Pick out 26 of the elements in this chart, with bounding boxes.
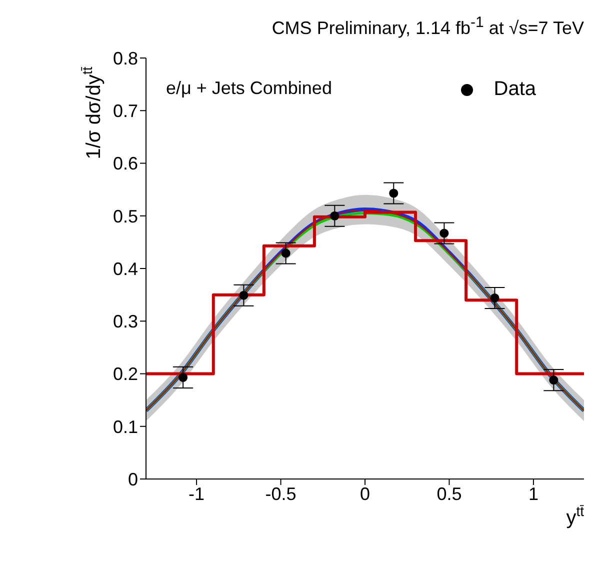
point — [549, 376, 558, 385]
legend-label: Data — [494, 78, 536, 101]
point — [440, 228, 449, 238]
y-tick-label: 0.4 — [112, 258, 138, 279]
y-tick-label: 0.2 — [112, 364, 138, 384]
y-tick-label: 0 — [128, 469, 138, 490]
point — [239, 290, 248, 300]
y-tick-label: 0.3 — [112, 312, 138, 332]
x-tick-label: -1 — [188, 484, 205, 504]
point — [178, 372, 188, 382]
y-tick-label: 0.7 — [112, 101, 138, 122]
point — [330, 211, 340, 220]
annotation: e/μ + Jets Combined — [166, 78, 332, 99]
x-tick-label: 0 — [360, 484, 370, 504]
x-tick-label: 0.5 — [436, 484, 462, 504]
y-tick-label: 0.5 — [112, 206, 138, 226]
point — [389, 188, 398, 198]
y-tick-label: 0.1 — [112, 416, 138, 437]
chart-title: CMS Preliminary, 1.14 fb$^{-1}$ at √s=7 TeV — [272, 14, 584, 39]
y-tick-label: 0.8 — [112, 48, 138, 68]
point — [490, 293, 500, 302]
point — [281, 248, 290, 258]
x-tick-label: -0.5 — [265, 484, 296, 504]
x-tick-label: 1 — [528, 484, 538, 504]
x-axis-title: y$^{tt̄}$ — [566, 503, 584, 529]
y-tick-label: 0.6 — [112, 154, 138, 174]
